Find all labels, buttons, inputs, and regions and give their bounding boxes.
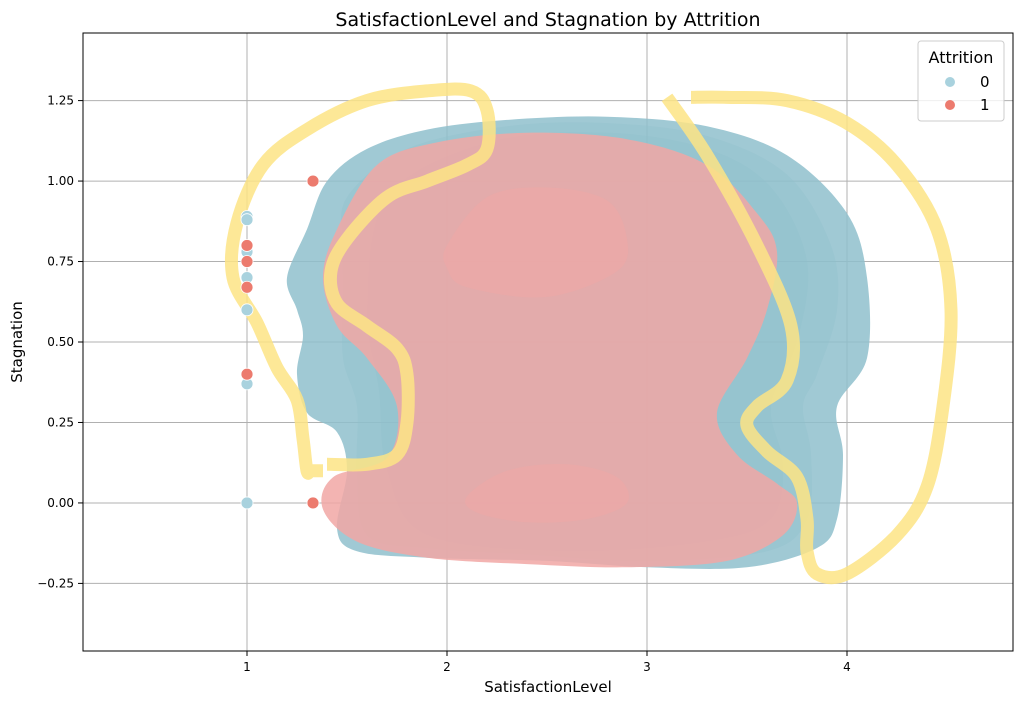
y-tick-label: −0.25 bbox=[37, 576, 74, 590]
points-layer bbox=[240, 174, 320, 510]
density-outline-layer bbox=[224, 82, 958, 585]
point-attrition-0 bbox=[240, 496, 254, 510]
y-tick-label: 0.00 bbox=[47, 496, 74, 510]
y-tick-label: 1.00 bbox=[47, 174, 74, 188]
density-layer bbox=[286, 116, 871, 569]
point-attrition-1 bbox=[240, 367, 254, 381]
y-tick-label: 0.75 bbox=[47, 255, 74, 269]
chart-title: SatisfactionLevel and Stagnation by Attr… bbox=[335, 9, 760, 31]
point-attrition-1 bbox=[240, 255, 254, 268]
y-tick-label: 0.25 bbox=[47, 415, 74, 429]
x-axis-label: SatisfactionLevel bbox=[484, 678, 612, 696]
y-tick-label: 0.50 bbox=[47, 335, 74, 349]
legend-box bbox=[917, 40, 1005, 122]
y-tick-label: 1.25 bbox=[47, 94, 74, 108]
point-attrition-0 bbox=[240, 213, 254, 227]
density-contour-1-1 bbox=[443, 187, 629, 298]
density-outline-1 bbox=[661, 90, 958, 585]
density-contour-1-2 bbox=[465, 464, 629, 523]
point-attrition-1 bbox=[240, 280, 254, 294]
density-contour-1-0 bbox=[321, 132, 798, 568]
point-attrition-1 bbox=[240, 239, 254, 252]
x-tick-label: 4 bbox=[843, 660, 851, 674]
legend-label-1: 1 bbox=[980, 96, 990, 114]
x-tick-label: 2 bbox=[443, 660, 451, 674]
point-attrition-1 bbox=[306, 174, 320, 188]
point-attrition-1 bbox=[306, 496, 320, 510]
y-axis-label: Stagnation bbox=[8, 301, 26, 383]
density-outline-0 bbox=[224, 82, 496, 480]
legend-marker-0 bbox=[945, 77, 955, 87]
x-axis: 1 2 3 4 bbox=[243, 651, 851, 674]
legend-label-0: 0 bbox=[980, 73, 990, 91]
legend-title: Attrition bbox=[929, 48, 994, 67]
legend: Attrition 0 1 bbox=[917, 40, 1005, 122]
legend-marker-1 bbox=[945, 100, 955, 110]
x-tick-label: 1 bbox=[243, 660, 251, 674]
y-axis: −0.25 0.00 0.25 0.50 0.75 1.00 1.25 bbox=[37, 94, 83, 590]
plot-area bbox=[82, 32, 1014, 652]
point-attrition-0 bbox=[240, 303, 254, 317]
x-tick-label: 3 bbox=[643, 660, 651, 674]
